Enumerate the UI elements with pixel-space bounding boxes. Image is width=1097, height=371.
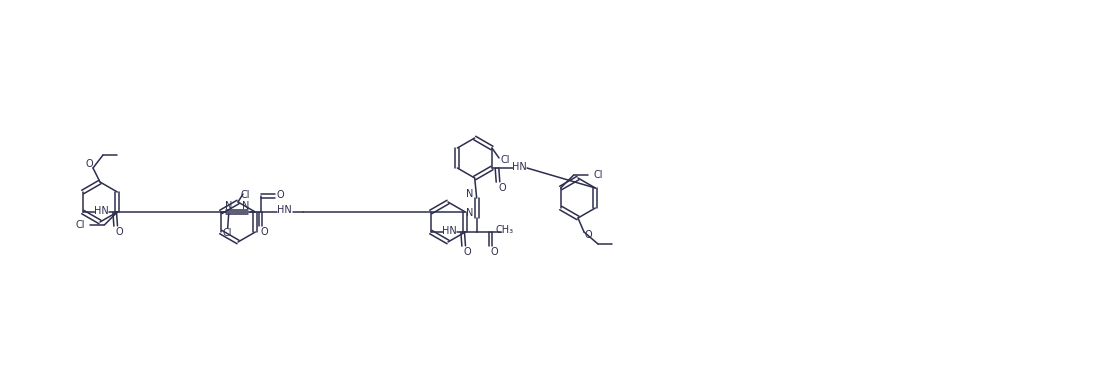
Text: HN: HN bbox=[511, 162, 527, 172]
Text: Cl: Cl bbox=[593, 170, 603, 180]
Text: N: N bbox=[225, 201, 233, 211]
Text: O: O bbox=[585, 230, 591, 240]
Text: HN: HN bbox=[94, 206, 109, 216]
Text: O: O bbox=[116, 227, 124, 237]
Text: Cl: Cl bbox=[500, 155, 510, 165]
Text: CH₃: CH₃ bbox=[496, 225, 513, 235]
Text: O: O bbox=[276, 190, 284, 200]
Text: O: O bbox=[261, 227, 269, 237]
Text: HN: HN bbox=[442, 226, 457, 236]
Text: N: N bbox=[466, 189, 474, 199]
Text: Cl: Cl bbox=[223, 228, 233, 238]
Text: Cl: Cl bbox=[76, 220, 86, 230]
Text: Cl: Cl bbox=[240, 190, 250, 200]
Text: O: O bbox=[490, 247, 498, 257]
Text: O: O bbox=[464, 247, 472, 257]
Text: N: N bbox=[242, 201, 249, 211]
Text: O: O bbox=[86, 159, 93, 169]
Text: HN: HN bbox=[278, 205, 292, 215]
Text: N: N bbox=[466, 208, 474, 218]
Text: O: O bbox=[498, 183, 506, 193]
